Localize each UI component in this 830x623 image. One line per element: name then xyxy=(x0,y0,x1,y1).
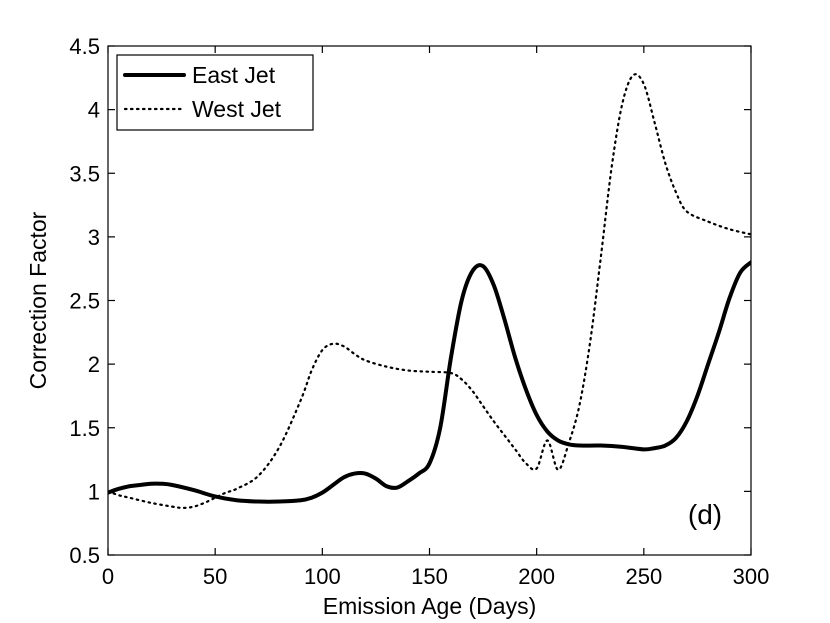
y-tick-label: 4 xyxy=(88,98,100,123)
y-axis-title: Correction Factor xyxy=(25,211,51,389)
x-tick-label: 250 xyxy=(625,564,662,589)
series-line-east-jet xyxy=(108,260,751,504)
y-tick-label: 2 xyxy=(88,352,100,377)
legend-label-east-jet: East Jet xyxy=(192,62,276,88)
x-tick-label: 200 xyxy=(518,564,555,589)
y-tick-label: 1.5 xyxy=(69,416,100,441)
series-layer xyxy=(108,73,751,510)
x-tick-label: 150 xyxy=(411,564,448,589)
ticks-layer: 0 50 100 150 200 250 300 0.5 1 1.5 2 2.5 3 3.5 4 4.5 xyxy=(69,34,769,589)
legend-box xyxy=(116,54,314,131)
y-tick-label: 3 xyxy=(88,225,100,250)
x-tick-label: 100 xyxy=(304,564,341,589)
y-tick-label: 1 xyxy=(88,479,100,504)
x-tick-label: 300 xyxy=(733,564,770,589)
y-tick-label: 4.5 xyxy=(69,34,100,59)
legend: East Jet West Jet xyxy=(116,54,314,131)
y-tick-label: 3.5 xyxy=(69,161,100,186)
panel-label: (d) xyxy=(688,499,722,530)
y-tick-label: 0.5 xyxy=(69,543,100,568)
x-axis-title: Emission Age (Days) xyxy=(323,593,536,619)
y-tick-label: 2.5 xyxy=(69,289,100,314)
x-tick-label: 0 xyxy=(102,564,114,589)
legend-label-west-jet: West Jet xyxy=(192,96,282,122)
x-tick-label: 50 xyxy=(203,564,227,589)
